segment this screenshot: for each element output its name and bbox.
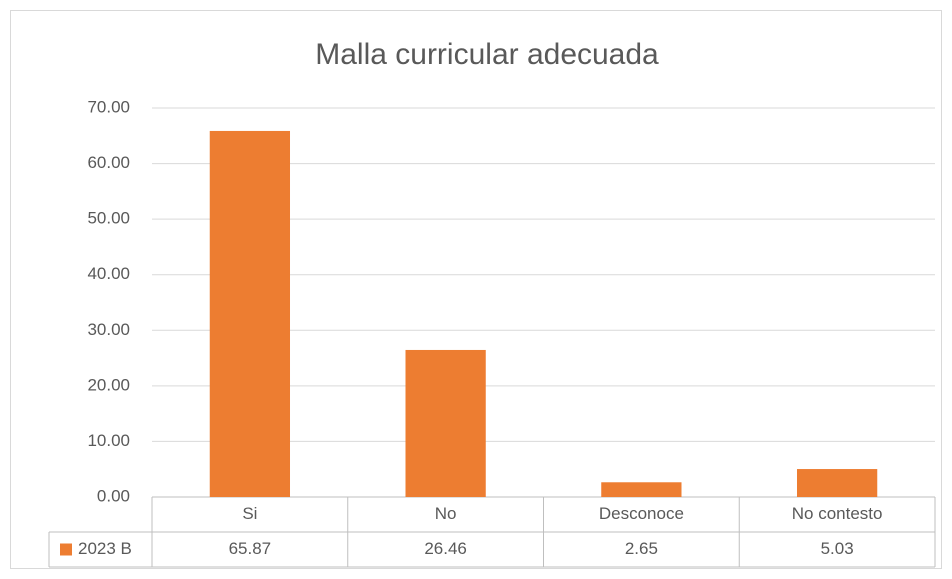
table-value: 2.65 (625, 539, 658, 558)
y-tick-label: 0.00 (97, 486, 130, 505)
bar (601, 482, 682, 497)
x-tick-label: No (435, 504, 457, 523)
chart-title: Malla curricular adecuada (315, 38, 659, 71)
table-value: 5.03 (821, 539, 854, 558)
bar (405, 349, 486, 497)
legend-key (60, 543, 72, 556)
x-tick-label: Si (242, 504, 257, 523)
legend-label: 2023 B (78, 539, 132, 558)
table-value: 65.87 (229, 539, 272, 558)
y-tick-label: 40.00 (87, 264, 130, 283)
y-tick-label: 20.00 (87, 375, 130, 394)
y-tick-label: 60.00 (87, 153, 130, 172)
y-tick-label: 10.00 (87, 431, 130, 450)
y-tick-label: 30.00 (87, 320, 130, 339)
y-tick-label: 50.00 (87, 209, 130, 228)
bar (796, 469, 878, 497)
x-tick-label: Desconoce (599, 504, 684, 523)
y-tick-label: 70.00 (87, 97, 130, 116)
table-value: 26.46 (424, 539, 467, 558)
bar (209, 130, 291, 498)
x-tick-label: No contesto (792, 504, 883, 523)
